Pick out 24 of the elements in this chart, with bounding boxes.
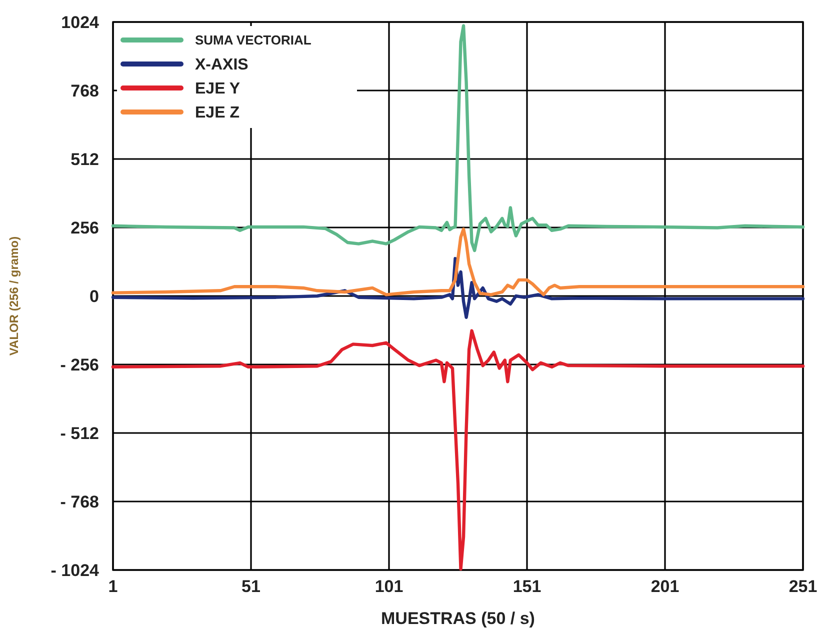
- x-tick-label: 251: [788, 577, 818, 596]
- x-axis-title: MUESTRAS (50 / s): [381, 609, 535, 628]
- line-series: [111, 24, 805, 252]
- y-tick-label: 256: [70, 218, 99, 238]
- y-tick-label: 1024: [61, 12, 100, 32]
- y-tick-label: 512: [70, 150, 99, 169]
- y-tick-label: - 256: [60, 355, 99, 374]
- x-tick-label: 1: [108, 577, 118, 596]
- y-tick-label: - 768: [60, 492, 99, 512]
- y-tick-label: 0: [90, 286, 99, 306]
- y-tick-label: - 512: [60, 424, 99, 443]
- x-tick-label: 201: [650, 577, 680, 596]
- line-series: [111, 256, 805, 320]
- legend-label: EJE Z: [195, 104, 240, 122]
- x-tick-label: 51: [242, 577, 260, 596]
- legend-label: SUMA VECTORIAL: [195, 32, 312, 48]
- legend-label: EJE Y: [195, 80, 240, 98]
- legend-label: X-AXIS: [195, 56, 249, 74]
- line-series: [111, 228, 805, 296]
- y-axis-title: VALOR (256 / gramo): [7, 236, 21, 356]
- y-tick-label: 768: [70, 81, 99, 100]
- x-tick-label: 101: [374, 577, 404, 596]
- x-tick-label: 151: [512, 577, 542, 596]
- y-tick-label: - 1024: [50, 560, 100, 580]
